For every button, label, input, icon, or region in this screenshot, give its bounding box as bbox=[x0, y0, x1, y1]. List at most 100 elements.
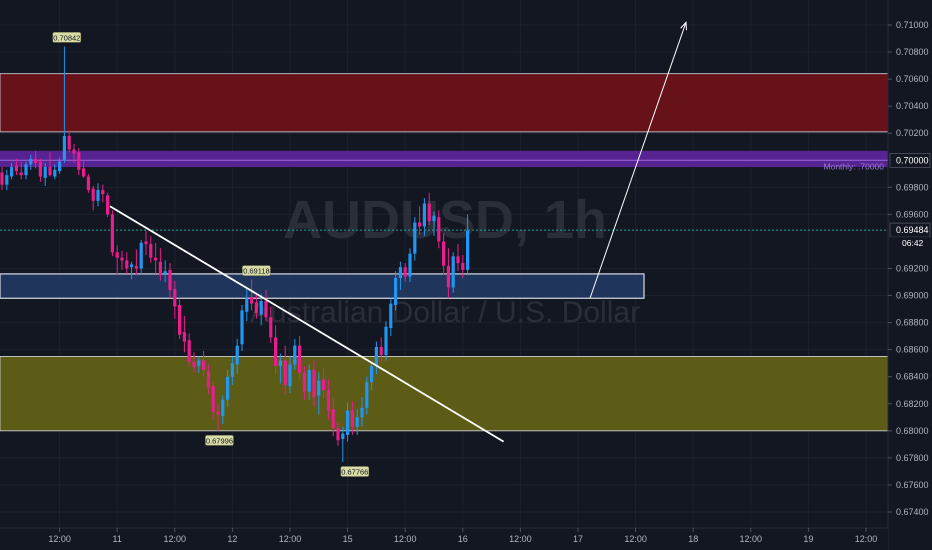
candle-body bbox=[14, 165, 18, 172]
candle-body bbox=[302, 372, 306, 392]
price-callout-label: 0.70842 bbox=[53, 33, 80, 42]
price-callout-box bbox=[52, 32, 82, 43]
candle-body bbox=[86, 176, 90, 191]
candle-body bbox=[365, 382, 369, 408]
candle-body bbox=[264, 300, 268, 318]
candle-body bbox=[269, 317, 273, 338]
candle-body bbox=[422, 203, 426, 227]
candle-body bbox=[336, 428, 340, 441]
monthly-level-zone bbox=[0, 150, 888, 168]
countdown-label: 06:42 bbox=[902, 238, 924, 248]
candle-body bbox=[408, 253, 412, 277]
level-price-label: 0.70000 bbox=[896, 155, 929, 165]
candle-body bbox=[24, 164, 28, 176]
candle-body bbox=[197, 360, 201, 366]
price-tick-label: 0.69200 bbox=[896, 264, 929, 274]
candle-body bbox=[10, 167, 14, 177]
trendline[interactable] bbox=[109, 205, 505, 443]
candle-body bbox=[48, 167, 52, 176]
price-axis[interactable]: 0.67400 0.67600 0.67800 0.68000 0.68200 0.684… bbox=[824, 0, 932, 550]
candle-body bbox=[158, 261, 162, 276]
drawings[interactable] bbox=[109, 21, 688, 443]
candle-body bbox=[307, 369, 311, 392]
time-tick-label: 12:00 bbox=[48, 534, 71, 544]
candle-body bbox=[120, 257, 124, 261]
time-tick-label: 12:00 bbox=[740, 534, 763, 544]
candle-body bbox=[288, 364, 292, 387]
price-tick-label: 0.70200 bbox=[896, 128, 929, 138]
candle-body bbox=[398, 267, 402, 278]
demand-zone bbox=[0, 356, 889, 432]
candle-body bbox=[442, 241, 446, 266]
candle-body bbox=[43, 167, 47, 178]
candle-body bbox=[370, 365, 374, 383]
candle-body bbox=[187, 340, 191, 362]
candle-body bbox=[226, 376, 230, 400]
candle-body bbox=[192, 361, 196, 368]
candle-body bbox=[19, 172, 23, 176]
candle-body bbox=[130, 264, 134, 268]
candle-body bbox=[384, 326, 388, 356]
price-tick-label: 0.70800 bbox=[896, 47, 929, 57]
candle-body bbox=[211, 386, 215, 412]
candle-body bbox=[178, 305, 182, 335]
price-tick-label: 0.69800 bbox=[896, 182, 929, 192]
support-zone bbox=[0, 273, 645, 299]
price-tick-label: 0.69000 bbox=[896, 291, 929, 301]
current-price-label: 0.69484 bbox=[896, 225, 929, 235]
candle-body bbox=[432, 215, 436, 222]
candle-body bbox=[322, 379, 326, 391]
price-labels: 0.70842 0.69118 0.67996 0.67766 bbox=[52, 32, 370, 477]
candle-body bbox=[168, 269, 172, 291]
candles bbox=[0, 46, 470, 462]
candle-body bbox=[341, 433, 345, 439]
candle-body bbox=[5, 175, 9, 185]
candle-body bbox=[240, 310, 244, 345]
candle-body bbox=[317, 380, 321, 396]
candle-body bbox=[125, 260, 129, 269]
time-tick-label: 16 bbox=[458, 534, 468, 544]
candle-body bbox=[312, 369, 316, 398]
price-tick-label: 0.70400 bbox=[896, 101, 929, 111]
projection-arrow[interactable] bbox=[589, 22, 687, 299]
time-tick-label: 19 bbox=[803, 534, 813, 544]
candle-body bbox=[149, 244, 153, 258]
candle-body bbox=[96, 190, 100, 201]
candle-body bbox=[82, 168, 86, 177]
candle-body bbox=[235, 345, 239, 365]
candle-body bbox=[77, 152, 81, 170]
candle-body bbox=[250, 296, 254, 304]
candle-body bbox=[413, 222, 417, 254]
candle-body bbox=[346, 410, 350, 435]
candle-body bbox=[461, 263, 465, 270]
candle-body bbox=[58, 161, 62, 172]
watermark: AUDUSD, 1h Australian Dollar / U.S. Doll… bbox=[250, 190, 640, 329]
candle-body bbox=[216, 411, 220, 415]
watermark-symbol: AUDUSD, 1h bbox=[283, 190, 607, 250]
time-tick-label: 18 bbox=[688, 534, 698, 544]
candle-body bbox=[389, 303, 393, 329]
candle-body bbox=[115, 252, 119, 258]
candle-body bbox=[274, 337, 278, 366]
price-callout-box bbox=[242, 265, 271, 276]
price-tick-label: 0.67600 bbox=[896, 480, 929, 490]
candle-body bbox=[293, 345, 297, 365]
candle-body bbox=[72, 149, 76, 154]
price-tick-label: 0.68400 bbox=[896, 372, 929, 382]
zones bbox=[0, 73, 889, 432]
price-callout-box bbox=[340, 466, 370, 477]
watermark-description: Australian Dollar / U.S. Dollar bbox=[250, 296, 640, 329]
monthly-level-text: Monthly: .70000 bbox=[824, 161, 885, 171]
time-tick-label: 15 bbox=[343, 534, 353, 544]
candle-body bbox=[403, 267, 407, 277]
price-tick-label: 0.68800 bbox=[896, 318, 929, 328]
price-axis-bg bbox=[888, 0, 932, 550]
projection-arrow-head bbox=[680, 21, 688, 31]
time-axis[interactable]: 12:00 11 12:00 12 12:00 15 12:00 16 12:00 17 12:00… bbox=[0, 527, 888, 550]
candle-body bbox=[106, 195, 110, 215]
candle-body bbox=[202, 360, 206, 370]
candle-body bbox=[154, 257, 158, 261]
time-tick-label: 12:00 bbox=[394, 534, 417, 544]
